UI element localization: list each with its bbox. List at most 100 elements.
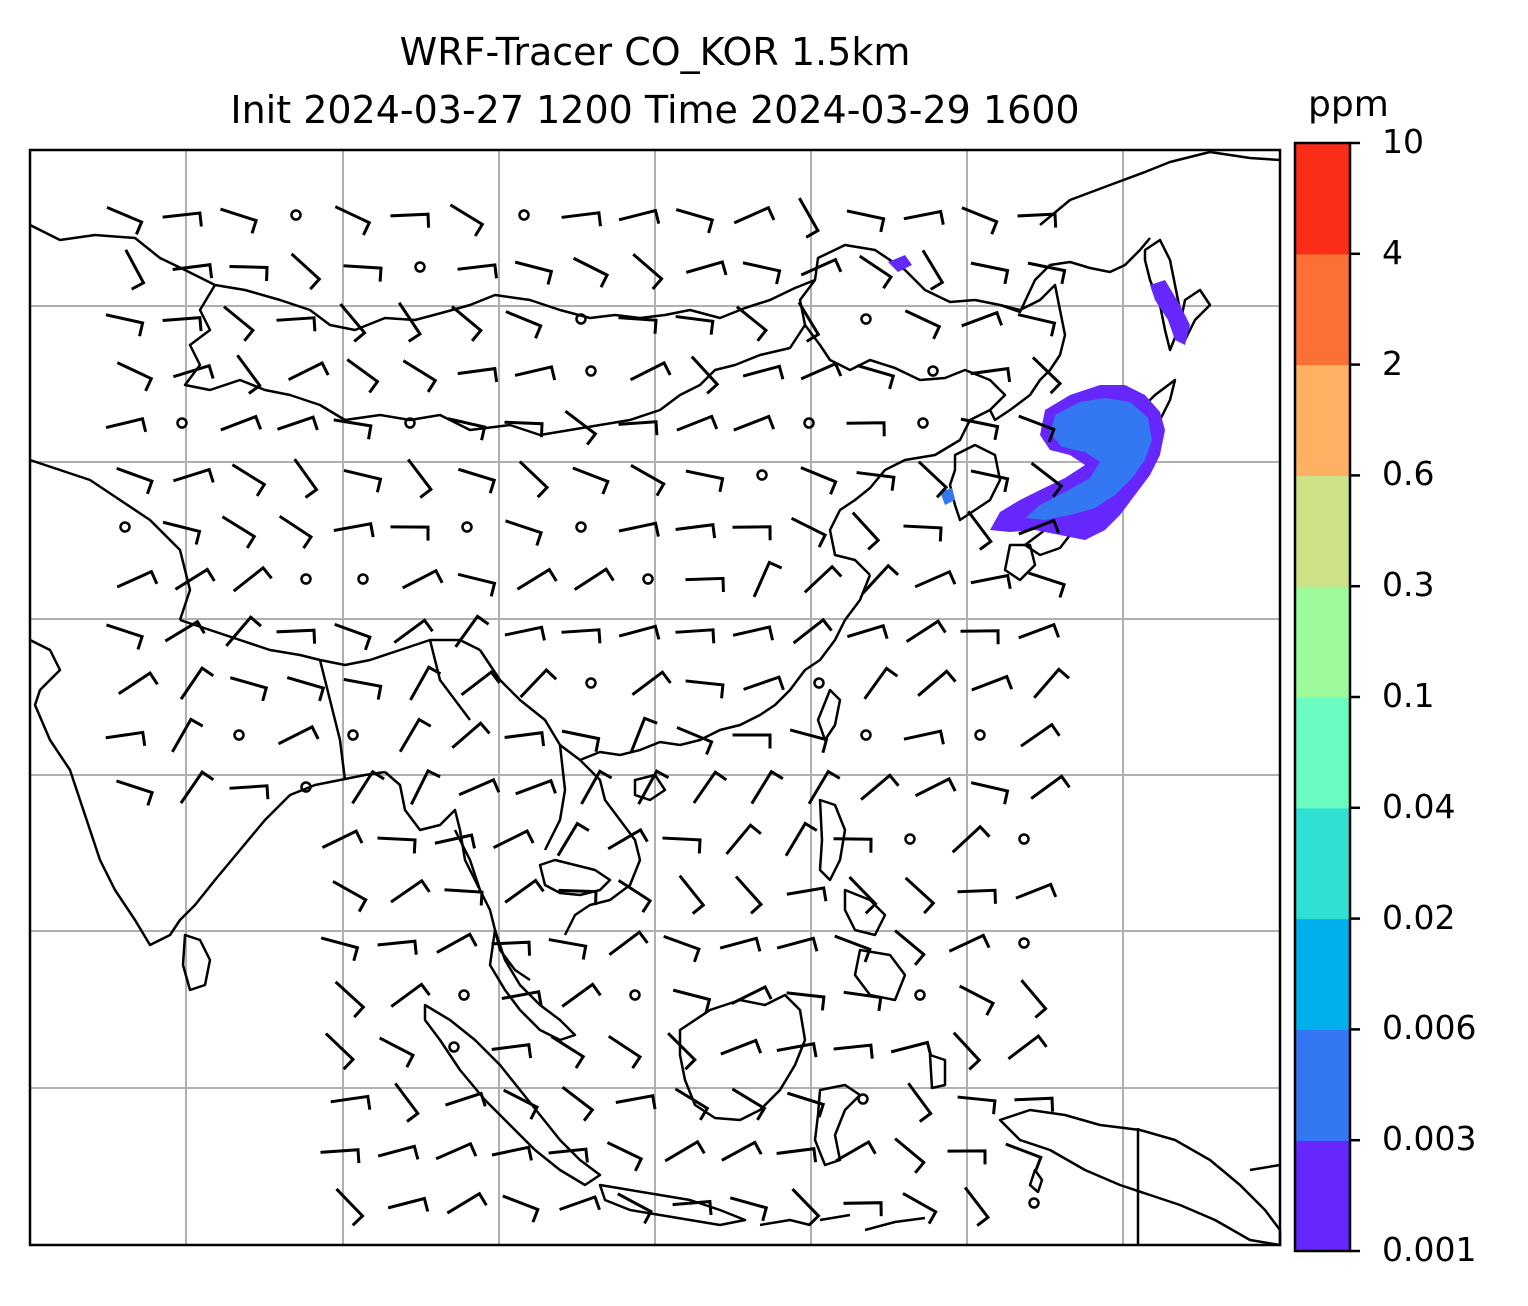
wind-barb: [171, 717, 204, 753]
wind-barb: [607, 1035, 643, 1069]
wind-barb: [457, 263, 498, 279]
colorbar-segment: [1295, 143, 1350, 255]
wind-barb: [378, 1036, 416, 1068]
wind-barb: [445, 1091, 487, 1107]
wind-barb: [435, 1141, 478, 1161]
wind-barb: [672, 988, 712, 1014]
wind-barb: [222, 305, 256, 342]
wind-barb: [1017, 212, 1058, 228]
wind-barb: [733, 414, 776, 432]
wind-barb: [277, 724, 320, 746]
wind-barb: [332, 880, 368, 913]
wind-barb: [401, 568, 444, 590]
wind-barb: [858, 254, 894, 290]
wind-barb: [834, 934, 872, 963]
wind-barb: [225, 615, 262, 647]
calm-wind-marker: [119, 521, 131, 533]
calm-wind-marker: [1018, 833, 1030, 845]
wind-barb: [573, 567, 615, 591]
wind-barb: [903, 209, 945, 225]
wind-barb: [692, 770, 728, 804]
calm-wind-marker: [914, 989, 926, 1001]
wind-barb: [504, 625, 546, 641]
wind-barb: [685, 469, 725, 493]
wind-barb: [231, 463, 267, 497]
wind-barb: [409, 665, 442, 701]
wind-barb: [720, 1038, 763, 1056]
wind-barb: [504, 878, 545, 904]
calm-wind-marker: [585, 365, 597, 377]
wind-barb: [902, 1192, 938, 1225]
wind-barb: [572, 256, 610, 288]
wind-barb: [729, 1196, 769, 1222]
lesser-sunda: [759, 1213, 926, 1232]
wind-barb: [921, 249, 945, 291]
wind-barb: [725, 823, 762, 855]
wind-barb: [631, 670, 672, 696]
wind-barb: [286, 676, 326, 702]
wind-barb: [444, 888, 484, 906]
china-northeast-coast: [804, 324, 1007, 576]
hainan: [633, 773, 667, 802]
taiwan: [816, 688, 842, 742]
plume-korea-spot: [940, 488, 955, 505]
wind-barb: [1027, 261, 1067, 285]
wind-barb: [229, 784, 270, 800]
wind-barb: [460, 669, 501, 697]
wind-barb: [618, 521, 660, 537]
wind-barb: [561, 211, 602, 227]
wind-barb: [807, 769, 841, 805]
wind-barb: [1031, 356, 1063, 395]
colorbar-tick-label: 10: [1382, 122, 1424, 161]
wind-barb: [667, 1032, 697, 1071]
java: [598, 1183, 747, 1227]
calm-wind-marker: [300, 573, 312, 585]
wind-barb: [914, 776, 957, 798]
wind-barb: [776, 936, 819, 952]
wind-barb: [672, 1199, 713, 1216]
wind-barb: [630, 464, 666, 497]
colorbar-tick-label: 2: [1382, 343, 1403, 383]
wind-barb: [339, 303, 367, 343]
wind-barb: [221, 515, 257, 549]
wind-barb: [904, 876, 936, 915]
wind-barb: [951, 824, 991, 854]
wind-barb: [678, 874, 706, 915]
wind-barb: [742, 261, 782, 285]
wind-barb: [346, 358, 380, 394]
wind-barb: [276, 415, 319, 431]
colorbar: [1293, 141, 1360, 1253]
plume-sakhalin: [1150, 280, 1190, 345]
wind-barb: [390, 878, 431, 904]
wind-barb: [961, 310, 1004, 328]
wind-barb: [397, 301, 423, 343]
wind-barb: [561, 1085, 595, 1122]
wind-barb: [276, 628, 317, 644]
colorbar-segment: [1295, 1140, 1350, 1252]
wind-barb: [561, 628, 602, 644]
wind-barb: [491, 940, 532, 956]
wind-barb: [676, 726, 714, 755]
wind-barb: [116, 361, 154, 392]
calm-wind-marker: [860, 313, 872, 325]
wind-barb: [835, 1139, 877, 1163]
wind-barb: [1005, 1142, 1043, 1171]
wind-barb: [791, 1187, 821, 1227]
sakhalin: [1143, 238, 1182, 352]
wind-barb: [377, 939, 418, 955]
wind-barb: [333, 418, 373, 440]
wind-barb: [116, 779, 154, 806]
calm-wind-marker: [974, 729, 986, 741]
wind-barb: [236, 354, 262, 395]
colorbar-tick-label: 0.1: [1382, 676, 1435, 715]
wind-barb: [948, 933, 991, 953]
wind-barb: [786, 991, 826, 1011]
wind-barb: [735, 305, 769, 342]
gulf-of-thailand: [538, 858, 612, 897]
calm-wind-marker: [414, 261, 426, 273]
wind-barb: [105, 730, 147, 746]
colorbar-segment: [1295, 253, 1350, 366]
wind-barb: [172, 263, 214, 279]
wind-barb: [894, 929, 926, 966]
calm-wind-marker: [357, 573, 369, 585]
